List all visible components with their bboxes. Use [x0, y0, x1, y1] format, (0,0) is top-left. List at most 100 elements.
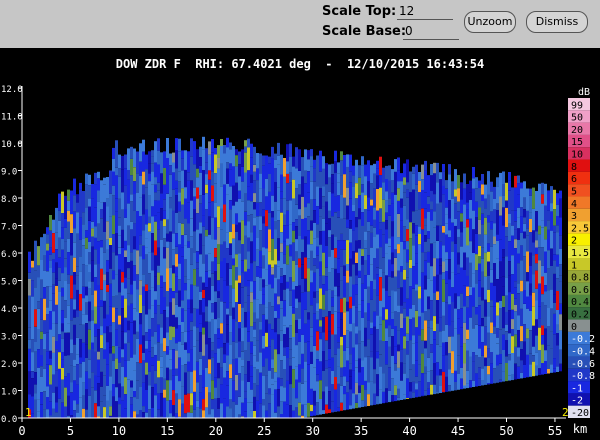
- echo-cell: [178, 381, 181, 400]
- echo-cell: [310, 244, 313, 251]
- echo-cell: [481, 368, 484, 381]
- echo-cell: [436, 344, 439, 363]
- echo-cell: [268, 403, 271, 418]
- echo-cell: [100, 371, 103, 387]
- echo-cell: [46, 250, 49, 272]
- scale-base-input[interactable]: 0: [403, 24, 459, 40]
- echo-cell: [286, 281, 289, 289]
- echo-cell: [253, 225, 256, 241]
- echo-cell: [85, 344, 88, 358]
- echo-cell: [256, 400, 259, 418]
- echo-cell: [409, 268, 412, 287]
- echo-cell: [526, 235, 529, 252]
- echo-cell: [214, 257, 217, 272]
- echo-cell: [292, 289, 295, 308]
- echo-cell: [226, 168, 229, 184]
- echo-cell: [169, 302, 172, 327]
- echo-cell: [526, 228, 529, 236]
- echo-cell: [397, 288, 400, 306]
- echo-cell: [553, 334, 556, 359]
- dismiss-button[interactable]: Dismiss: [526, 11, 588, 33]
- echo-cell: [430, 370, 433, 385]
- echo-cell: [124, 377, 127, 395]
- echo-cell: [97, 359, 100, 377]
- echo-cell: [313, 291, 316, 298]
- echo-cell: [127, 399, 130, 418]
- echo-cell: [493, 223, 496, 237]
- echo-cell: [283, 300, 286, 317]
- echo-cell: [223, 362, 226, 378]
- echo-cell: [241, 260, 244, 273]
- echo-cell: [235, 404, 238, 418]
- echo-cell: [178, 290, 181, 307]
- echo-cell: [514, 210, 517, 222]
- echo-cell: [487, 366, 490, 375]
- echo-cell: [133, 320, 136, 335]
- echo-cell: [214, 334, 217, 354]
- scale-top-input[interactable]: 12: [397, 4, 453, 20]
- echo-cell: [313, 272, 316, 292]
- echo-cell: [88, 349, 91, 360]
- echo-cell: [439, 369, 442, 376]
- echo-cell: [70, 365, 73, 383]
- echo-cell: [454, 308, 457, 329]
- echo-cell: [82, 264, 85, 287]
- echo-cell: [373, 289, 376, 312]
- echo-cell: [46, 227, 49, 235]
- echo-cell: [502, 334, 505, 350]
- echo-cell: [370, 225, 373, 233]
- echo-cell: [361, 225, 364, 250]
- colorbar-cell: [568, 307, 590, 320]
- echo-cell: [160, 208, 163, 221]
- echo-cell: [472, 229, 475, 253]
- echo-cell: [226, 406, 229, 418]
- echo-cell: [541, 363, 544, 375]
- echo-cell: [151, 252, 154, 271]
- echo-cell: [133, 181, 136, 194]
- echo-cell: [139, 256, 142, 281]
- echo-cell: [406, 298, 409, 317]
- echo-cell: [139, 386, 142, 410]
- echo-cell: [40, 279, 43, 299]
- echo-cell: [544, 251, 547, 273]
- echo-cell: [535, 365, 538, 376]
- echo-cell: [322, 196, 325, 207]
- echo-cell: [133, 397, 136, 412]
- echo-cell: [547, 229, 550, 251]
- echo-cell: [301, 292, 304, 317]
- echo-cell: [118, 247, 121, 254]
- echo-cell: [400, 305, 403, 314]
- echo-cell: [64, 406, 67, 418]
- echo-cell: [295, 239, 298, 252]
- echo-cell: [385, 243, 388, 254]
- echo-cell: [145, 224, 148, 239]
- echo-cell: [112, 346, 115, 354]
- echo-cell: [250, 302, 253, 327]
- echo-cell: [508, 310, 511, 334]
- echo-cell: [238, 198, 241, 223]
- echo-cell: [454, 196, 457, 204]
- echo-cell: [328, 230, 331, 238]
- echo-cell: [37, 265, 40, 278]
- echo-cell: [271, 178, 274, 196]
- echo-cell: [130, 175, 133, 195]
- echo-cell: [178, 357, 181, 382]
- echo-cell: [319, 339, 322, 362]
- echo-cell: [34, 270, 37, 288]
- echo-cell: [202, 399, 205, 411]
- echo-cell: [490, 300, 493, 307]
- echo-cell: [49, 267, 52, 287]
- echo-cell: [73, 380, 76, 401]
- echo-cell: [130, 357, 133, 381]
- unzoom-button[interactable]: Unzoom: [464, 11, 516, 33]
- echo-cell: [151, 407, 154, 418]
- echo-cell: [337, 312, 340, 328]
- echo-cell: [97, 190, 100, 202]
- echo-cell: [220, 323, 223, 334]
- echo-cell: [61, 359, 64, 368]
- echo-cell: [466, 275, 469, 287]
- echo-cell: [223, 280, 226, 303]
- echo-cell: [334, 236, 337, 249]
- echo-cell: [550, 289, 553, 309]
- echo-cell: [523, 280, 526, 290]
